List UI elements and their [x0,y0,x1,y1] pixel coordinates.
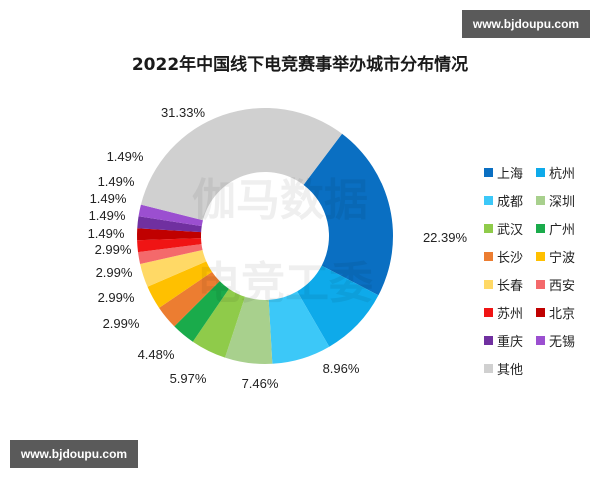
slice-苏州 [137,238,202,253]
legend-item-长春: 长春 [484,275,523,294]
data-label-无锡: 1.49% [107,149,144,164]
data-label-成都: 7.46% [242,376,279,391]
legend-swatch [536,252,545,261]
data-label-广州: 2.99% [103,316,140,331]
slice-其他 [140,108,343,221]
slice-无锡 [138,204,203,227]
legend-swatch [536,168,545,177]
slice-西安 [138,244,203,264]
legend-swatch [484,196,493,205]
legend-label: 深圳 [549,195,576,210]
data-label-武汉: 4.48% [138,347,175,362]
slice-成都 [268,291,330,364]
data-label-北京: 1.49% [90,191,127,206]
slice-北京 [137,228,202,241]
legend-label: 长春 [497,279,524,294]
legend-swatch [536,280,545,289]
legend-item-北京: 北京 [536,303,575,322]
slice-上海 [303,133,394,296]
data-label-深圳: 5.97% [170,371,207,386]
legend-label: 北京 [549,307,576,322]
donut-slices [137,108,394,364]
legend-swatch [484,252,493,261]
legend-swatch [536,224,545,233]
legend-label: 长沙 [497,251,524,266]
data-label-长沙: 2.99% [98,290,135,305]
slice-宁波 [147,261,213,308]
legend-label: 武汉 [497,223,524,238]
slice-武汉 [192,288,246,358]
legend-swatch [484,224,493,233]
data-label-上海: 22.39% [423,230,468,245]
svg-text:伽马数据: 伽马数据 [192,175,368,226]
slice-深圳 [225,296,273,364]
chart-title: 2022年中国线下电竞赛事举办城市分布情况 [131,55,469,75]
legend-swatch [484,364,493,373]
legend-swatch [484,308,493,317]
legend-item-武汉: 武汉 [484,219,523,238]
legend-item-长沙: 长沙 [484,247,523,266]
legend-swatch [536,308,545,317]
legend-label: 宁波 [549,251,576,266]
legend-item-苏州: 苏州 [484,303,523,322]
data-labels: 22.39% 8.96% 7.46% 5.97% 4.48% 2.99% 2.99% 2.99… [88,105,468,391]
legend-item-宁波: 宁波 [536,247,575,266]
data-label-西安: 1.49% [88,226,125,241]
legend-swatch [484,336,493,345]
legend-label: 上海 [497,167,524,182]
legend-item-成都: 成都 [484,191,523,210]
slice-重庆 [137,216,202,233]
slice-长沙 [159,271,220,327]
legend-item-其他: 其他 [484,359,523,378]
slice-长春 [140,249,207,287]
watermark-top: www.bjdoupu.com [462,10,590,38]
watermark-bottom: www.bjdoupu.com [10,440,138,468]
legend-item-深圳: 深圳 [536,191,575,210]
data-label-重庆: 1.49% [98,174,135,189]
legend-label: 成都 [497,195,524,210]
legend-swatch [484,168,493,177]
legend-label: 苏州 [497,307,524,322]
svg-text:电竞工委: 电竞工委 [197,258,373,309]
legend-swatch [536,196,545,205]
legend-label: 杭州 [549,167,576,182]
slice-广州 [174,281,229,342]
slice-杭州 [297,265,379,347]
legend-label: 无锡 [549,335,576,350]
legend-label: 广州 [549,223,576,238]
data-label-长春: 2.99% [95,242,132,257]
data-label-杭州: 8.96% [323,361,360,376]
legend-label: 重庆 [497,335,524,350]
data-label-宁波: 2.99% [96,265,133,280]
legend-item-广州: 广州 [536,219,575,238]
legend-label: 西安 [549,279,576,294]
legend-item-杭州: 杭州 [536,163,575,182]
legend-item-重庆: 重庆 [484,331,523,350]
data-label-苏州: 1.49% [89,208,126,223]
legend-item-上海: 上海 [484,163,523,182]
legend-item-无锡: 无锡 [536,331,575,350]
data-label-其他: 31.33% [161,105,206,120]
legend-item-西安: 西安 [536,275,575,294]
legend-swatch [484,280,493,289]
legend-swatch [536,336,545,345]
legend-label: 其他 [497,363,524,378]
